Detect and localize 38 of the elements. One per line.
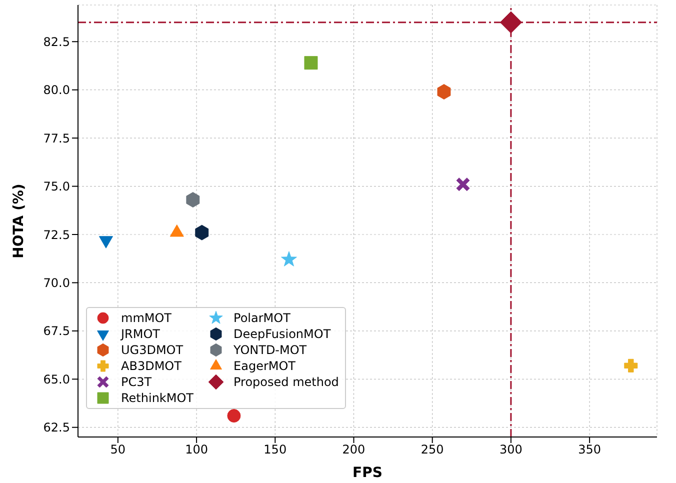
point [280, 251, 297, 266]
point [304, 56, 318, 70]
x-tick-label: 150 [264, 442, 287, 457]
legend-label: EagerMOT [234, 358, 296, 374]
x-tick-label: 250 [420, 442, 444, 457]
y-tick-label: 80.0 [43, 83, 70, 98]
legend-label: AB3DMOT [121, 358, 182, 374]
point [186, 192, 200, 208]
point [500, 11, 522, 34]
legend-label: Proposed method [234, 374, 339, 390]
x-tick-label: 50 [110, 442, 126, 457]
x-tick-label: 200 [342, 442, 366, 457]
x-axis-title: FPS [352, 465, 382, 481]
x-tick-label: 350 [578, 442, 602, 457]
legend-label: PC3T [121, 374, 152, 390]
point [227, 409, 241, 423]
y-axis-title: HOTA (%) [10, 184, 27, 258]
x-tick-label: 300 [500, 442, 522, 457]
legend-label: PolarMOT [234, 310, 290, 326]
legend-label: RethinkMOT [121, 390, 194, 406]
y-tick-label: 77.5 [43, 131, 70, 146]
legend-label: JRMOT [121, 326, 160, 342]
x-tick-label: 100 [185, 442, 208, 457]
y-tick-label: 75.0 [43, 180, 70, 194]
point [437, 84, 451, 100]
y-tick-label: 65.0 [43, 372, 70, 386]
y-tick-label: 67.5 [43, 324, 70, 338]
legend-label: YONTD-MOT [234, 342, 307, 358]
legend-label: UG3DMOT [121, 342, 184, 358]
y-tick-label: 72.5 [43, 228, 70, 242]
legend-label: DeepFusionMOT [234, 326, 331, 342]
point [195, 224, 209, 240]
y-tick-label: 62.5 [43, 420, 70, 435]
y-tick-label: 70.0 [43, 276, 70, 290]
point [456, 178, 470, 192]
y-tick-label: 82.5 [43, 34, 70, 49]
point [624, 358, 638, 372]
legend-label: mmMOT [121, 310, 172, 326]
